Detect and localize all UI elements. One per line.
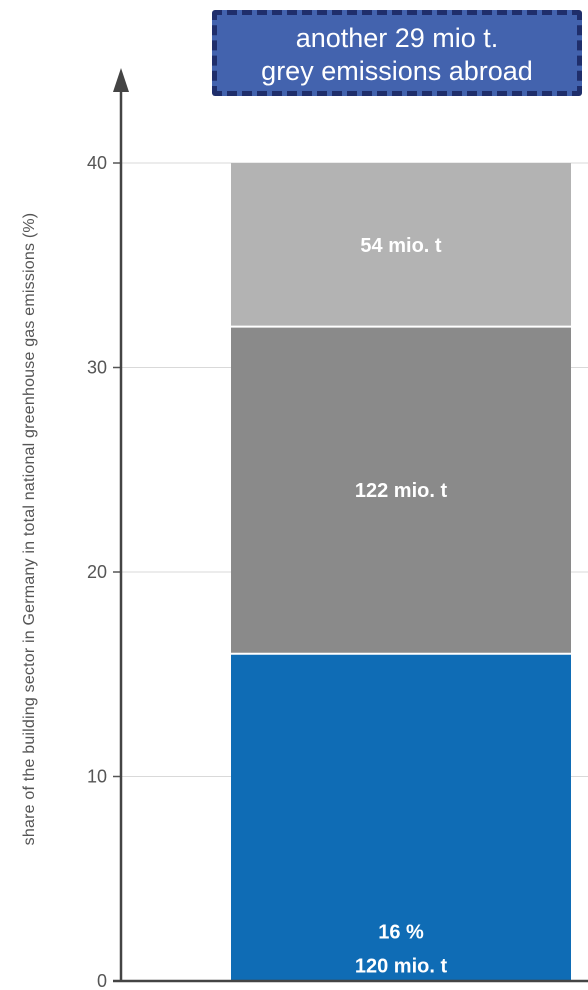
segment-label-1-line-2: 120 mio. t (355, 955, 448, 977)
segment-labels: 16 % 120 mio. t 122 mio. t 54 mio. t (355, 235, 448, 978)
axes (113, 68, 588, 983)
segment-label-1-line-1: 16 % (378, 921, 424, 943)
segment-label-3-line-1: 54 mio. t (360, 235, 441, 257)
y-tick-labels: 0 10 20 30 40 (87, 153, 107, 990)
grey-emissions-callout: another 29 mio t. grey emissions abroad (212, 10, 582, 96)
y-tick-30: 30 (87, 358, 107, 378)
bar-segments (231, 163, 571, 981)
callout-line-1: another 29 mio t. (295, 23, 499, 53)
bar-segment-2 (231, 326, 571, 654)
bar-segment-1 (231, 653, 571, 981)
y-axis-arrow-icon (113, 68, 129, 92)
y-tick-0: 0 (97, 971, 107, 990)
y-tick-20: 20 (87, 562, 107, 582)
y-tick-40: 40 (87, 153, 107, 173)
callout-line-2: grey emissions abroad (261, 56, 533, 86)
bar-segment-3 (231, 163, 571, 327)
segment-label-2-line-1: 122 mio. t (355, 480, 448, 502)
y-tick-10: 10 (87, 767, 107, 787)
